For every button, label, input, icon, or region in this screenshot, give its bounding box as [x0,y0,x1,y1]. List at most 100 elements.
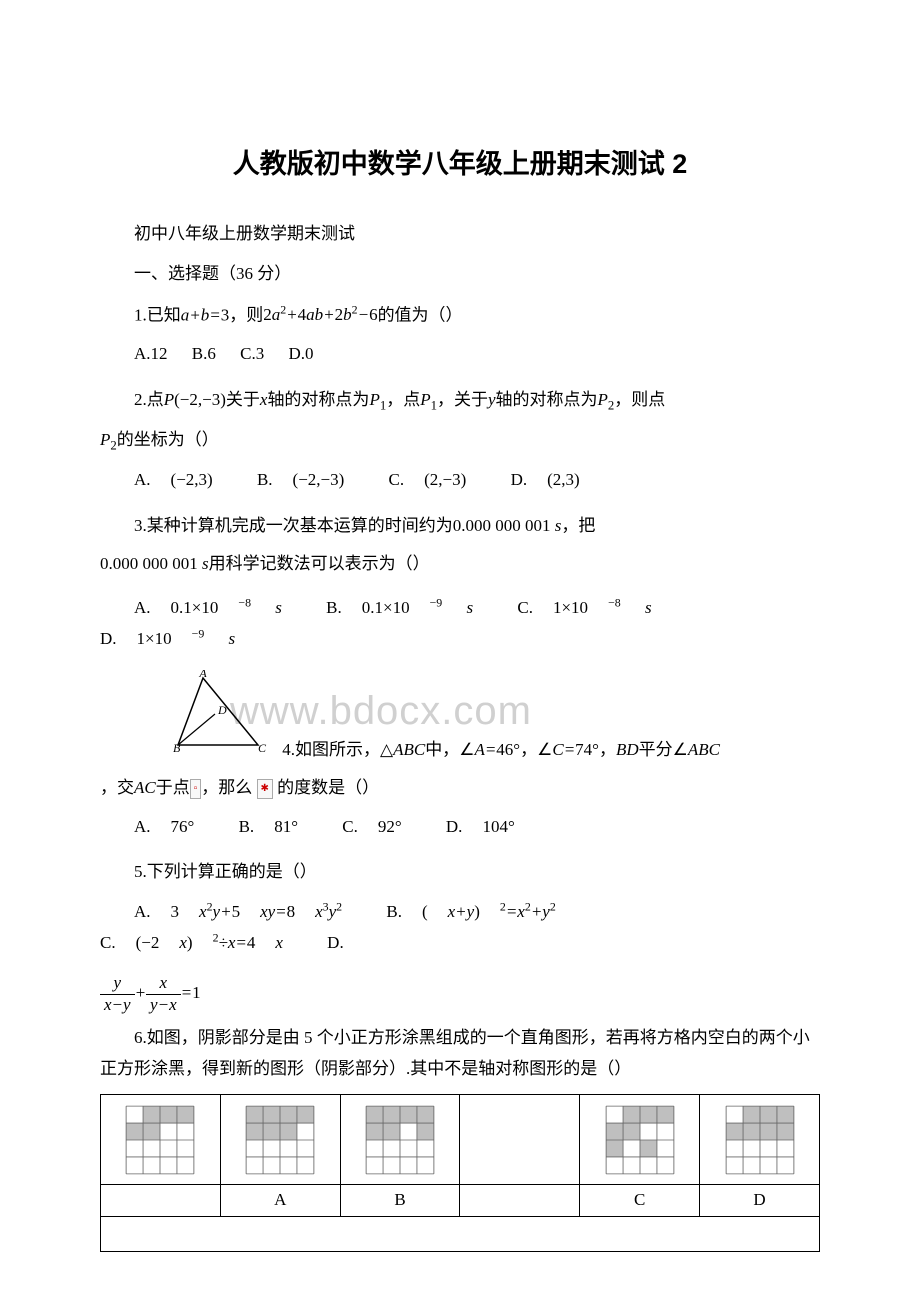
q3-options: A.0.1×10−8 s B.0.1×10−9 s C.1×10−8 s D.1… [100,592,820,655]
svg-text:A: A [198,670,207,680]
q5-opt-c: C.(−2x)2÷x=4x [100,933,303,952]
q5-opt-d: D. [327,933,364,952]
eq-one: =1 [181,983,201,1002]
question-4: 4.如图所示，△ABC中，∠A=46°，∠C=74°，BD平分∠ABC [282,740,720,759]
fig-c [580,1095,700,1185]
q4-opt-a: A.76° [134,817,214,836]
label-c: C [580,1185,700,1217]
q2-expr1: P(−2,−3) [164,390,226,409]
q3-num: 3. [134,516,147,535]
label-d: D [700,1185,820,1217]
label-empty-1 [101,1185,221,1217]
svg-text:B: B [173,741,181,755]
question-6: 6.如图，阴影部分是由 5 个小正方形涂黑组成的一个直角图形，若再将方格内空白的… [100,1023,820,1084]
q3-text1: 某种计算机完成一次基本运算的时间约为 [147,516,453,535]
q1-opt-d: D.0 [288,344,313,363]
q2-options: A.(−2,3) B.(−2,−3) C.(2,−3) D.(2,3) [100,465,820,496]
q4-text5: 平分 [639,740,673,759]
fraction-2: xy−x [146,973,181,1015]
question-3: 3.某种计算机完成一次基本运算的时间约为0.000 000 001 s，把 [100,511,820,542]
q2-opt-d: D.(2,3) [511,470,600,489]
q1-opt-b: B.6 [192,344,216,363]
question-4-cont: ，交AC于点▫，那么 ✱ 的度数是（） [100,773,820,804]
fig-a [220,1095,340,1185]
q4-text7: 于点 [156,778,190,797]
fraction-1: yx−y [100,973,135,1015]
q2-opt-c: C.(2,−3) [389,470,487,489]
q2-var2: y [488,390,496,409]
q5-num: 5. [134,862,147,881]
q2-text4: ，点 [386,390,420,409]
q3-opt-c: C.1×10−8 s [517,598,671,617]
q5-opt-b: B.(x+y)2=x2+y2 [386,902,575,921]
q2-p3: P2 [598,390,615,409]
q5-opt-a: A.3x2y+5xy=8x3y2 [134,902,362,921]
q2-opt-a: A.(−2,3) [134,470,233,489]
q5-options: A.3x2y+5xy=8x3y2 B.(x+y)2=x2+y2 C.(−2x)2… [100,896,820,959]
q5-opt-d-frac: yx−y+xy−x=1 [100,973,820,1015]
page-title: 人教版初中数学八年级上册期末测试 2 [100,140,820,189]
q1-opt-a: A.12 [134,344,168,363]
question-5: 5.下列计算正确的是（） [100,857,820,888]
q4-text2: 中， [425,740,459,759]
q4-num: 4. [282,740,295,759]
q4-options: A.76° B.81° C.92° D.104° [100,812,820,843]
q4-ang1: ∠A=46° [459,740,520,759]
q2-text8: 的坐标为（） [117,430,219,449]
q2-num: 2. [134,390,147,409]
q3-opt-a: A.0.1×10−8 s [134,598,302,617]
q2-p1: P1 [369,390,386,409]
q4-ang3: ∠ABC [673,740,720,759]
q2-p4: P2 [100,430,117,449]
placeholder-icon: ▫ [190,779,202,799]
fig-original [101,1095,221,1185]
q2-text3: 轴的对称点为 [267,390,369,409]
q4-tri: △ABC [380,740,425,759]
label-a: A [220,1185,340,1217]
q2-opt-b: B.(−2,−3) [257,470,364,489]
label-b: B [340,1185,460,1217]
q2-text6: 轴的对称点为 [496,390,598,409]
q4-opt-b: B.81° [239,817,318,836]
q3-opt-d: D.1×10−9 s [100,629,255,648]
q4-ang2: ∠C=74° [537,740,599,759]
fig-d [700,1095,820,1185]
triangle-figure: A B C D [134,670,268,766]
q3-opt-b: B.0.1×10−9 s [326,598,493,617]
q1-text3: 的值为（） [378,305,463,324]
question-2-cont: P2的坐标为（） [100,425,820,457]
q1-options: A.12 B.6 C.3 D.0 [100,339,820,370]
q4-bd: BD [616,740,639,759]
label-empty-2 [460,1185,580,1217]
q4-text3: ， [520,740,537,759]
q5-text1: 下列计算正确的是（） [147,862,317,881]
svg-text:C: C [258,741,267,755]
q4-ac: AC [134,778,156,797]
question-2: 2.点P(−2,−3)关于x轴的对称点为P1，点P1，关于y轴的对称点为P2，则… [100,385,820,417]
q4-text1: 如图所示， [295,740,380,759]
q2-text1: 点 [147,390,164,409]
q4-opt-c: C.92° [342,817,421,836]
q4-text9: 的度数是（） [277,778,379,797]
q6-text1: 如图，阴影部分是由 5 个小正方形涂黑组成的一个直角图形，若再将方格内空白的两个… [100,1028,810,1078]
q2-text2: 关于 [226,390,260,409]
q1-num: 1. [134,305,147,324]
q2-text5: ，关于 [437,390,488,409]
plus-sign: + [135,983,146,1002]
q3-text3: 用科学记数法可以表示为（） [209,554,430,573]
fig-empty [460,1095,580,1185]
question-3-cont: 0.000 000 001 s用科学记数法可以表示为（） [100,549,820,580]
subtitle: 初中八年级上册数学期末测试 [100,219,820,250]
grid-figures-table: A B C D [100,1094,820,1252]
q1-text2: ，则 [229,305,263,324]
q3-expr1: 0.000 000 001 s [453,516,562,535]
q1-expr2: 2a2+4ab+2b2−6 [263,305,377,324]
q1-text1: 已知 [147,305,181,324]
q2-text7: ，则点 [614,390,665,409]
q4-text4: ， [599,740,616,759]
q4-opt-d: D.104° [446,817,535,836]
q4-text6: ，交 [100,778,134,797]
q2-p2: P1 [420,390,437,409]
question-1: 1.已知a+b=3，则2a2+4ab+2b2−6的值为（） [100,300,820,331]
q4-text8: ，那么 [201,778,252,797]
